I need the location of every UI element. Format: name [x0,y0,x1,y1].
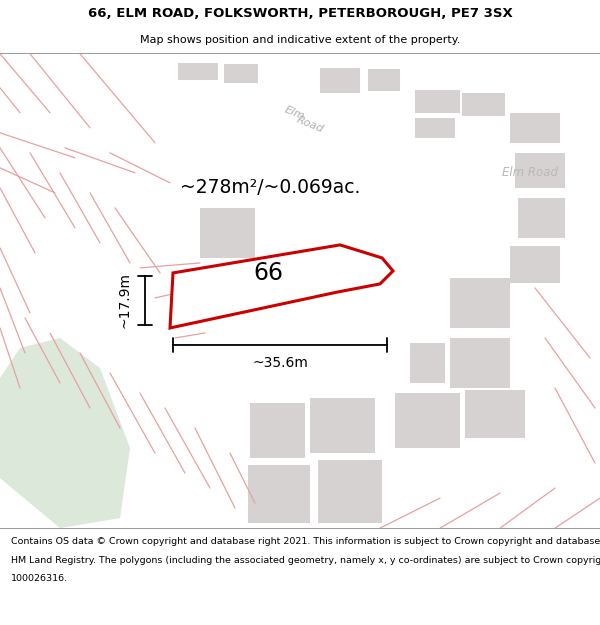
Text: HM Land Registry. The polygons (including the associated geometry, namely x, y c: HM Land Registry. The polygons (includin… [11,556,600,565]
Polygon shape [450,338,510,388]
Text: ~17.9m: ~17.9m [118,272,132,329]
Polygon shape [150,54,600,193]
Polygon shape [395,393,460,448]
Polygon shape [178,62,218,80]
Text: Elm: Elm [283,104,307,121]
Text: Contains OS data © Crown copyright and database right 2021. This information is : Contains OS data © Crown copyright and d… [11,538,600,546]
Polygon shape [515,153,565,188]
Text: ~35.6m: ~35.6m [252,356,308,370]
Polygon shape [415,118,455,138]
Polygon shape [410,343,445,383]
Polygon shape [510,112,560,143]
Text: 66: 66 [253,261,283,285]
Polygon shape [462,92,505,116]
Polygon shape [518,198,565,238]
Polygon shape [0,338,130,528]
Text: Road: Road [295,115,325,135]
Polygon shape [224,64,258,82]
Text: Elm Road: Elm Road [502,166,558,179]
Polygon shape [200,208,255,258]
Polygon shape [170,245,393,328]
Polygon shape [510,246,560,283]
Text: 66, ELM ROAD, FOLKSWORTH, PETERBOROUGH, PE7 3SX: 66, ELM ROAD, FOLKSWORTH, PETERBOROUGH, … [88,7,512,20]
Polygon shape [415,90,460,112]
Polygon shape [248,465,310,523]
Text: ~278m²/~0.069ac.: ~278m²/~0.069ac. [180,178,360,198]
Polygon shape [450,278,510,328]
Text: Map shows position and indicative extent of the property.: Map shows position and indicative extent… [140,35,460,46]
Polygon shape [480,143,600,208]
Polygon shape [318,460,382,523]
Polygon shape [310,398,375,453]
Polygon shape [368,69,400,91]
Polygon shape [465,390,525,438]
Polygon shape [250,403,305,458]
Polygon shape [320,68,360,92]
Text: 100026316.: 100026316. [11,574,68,583]
